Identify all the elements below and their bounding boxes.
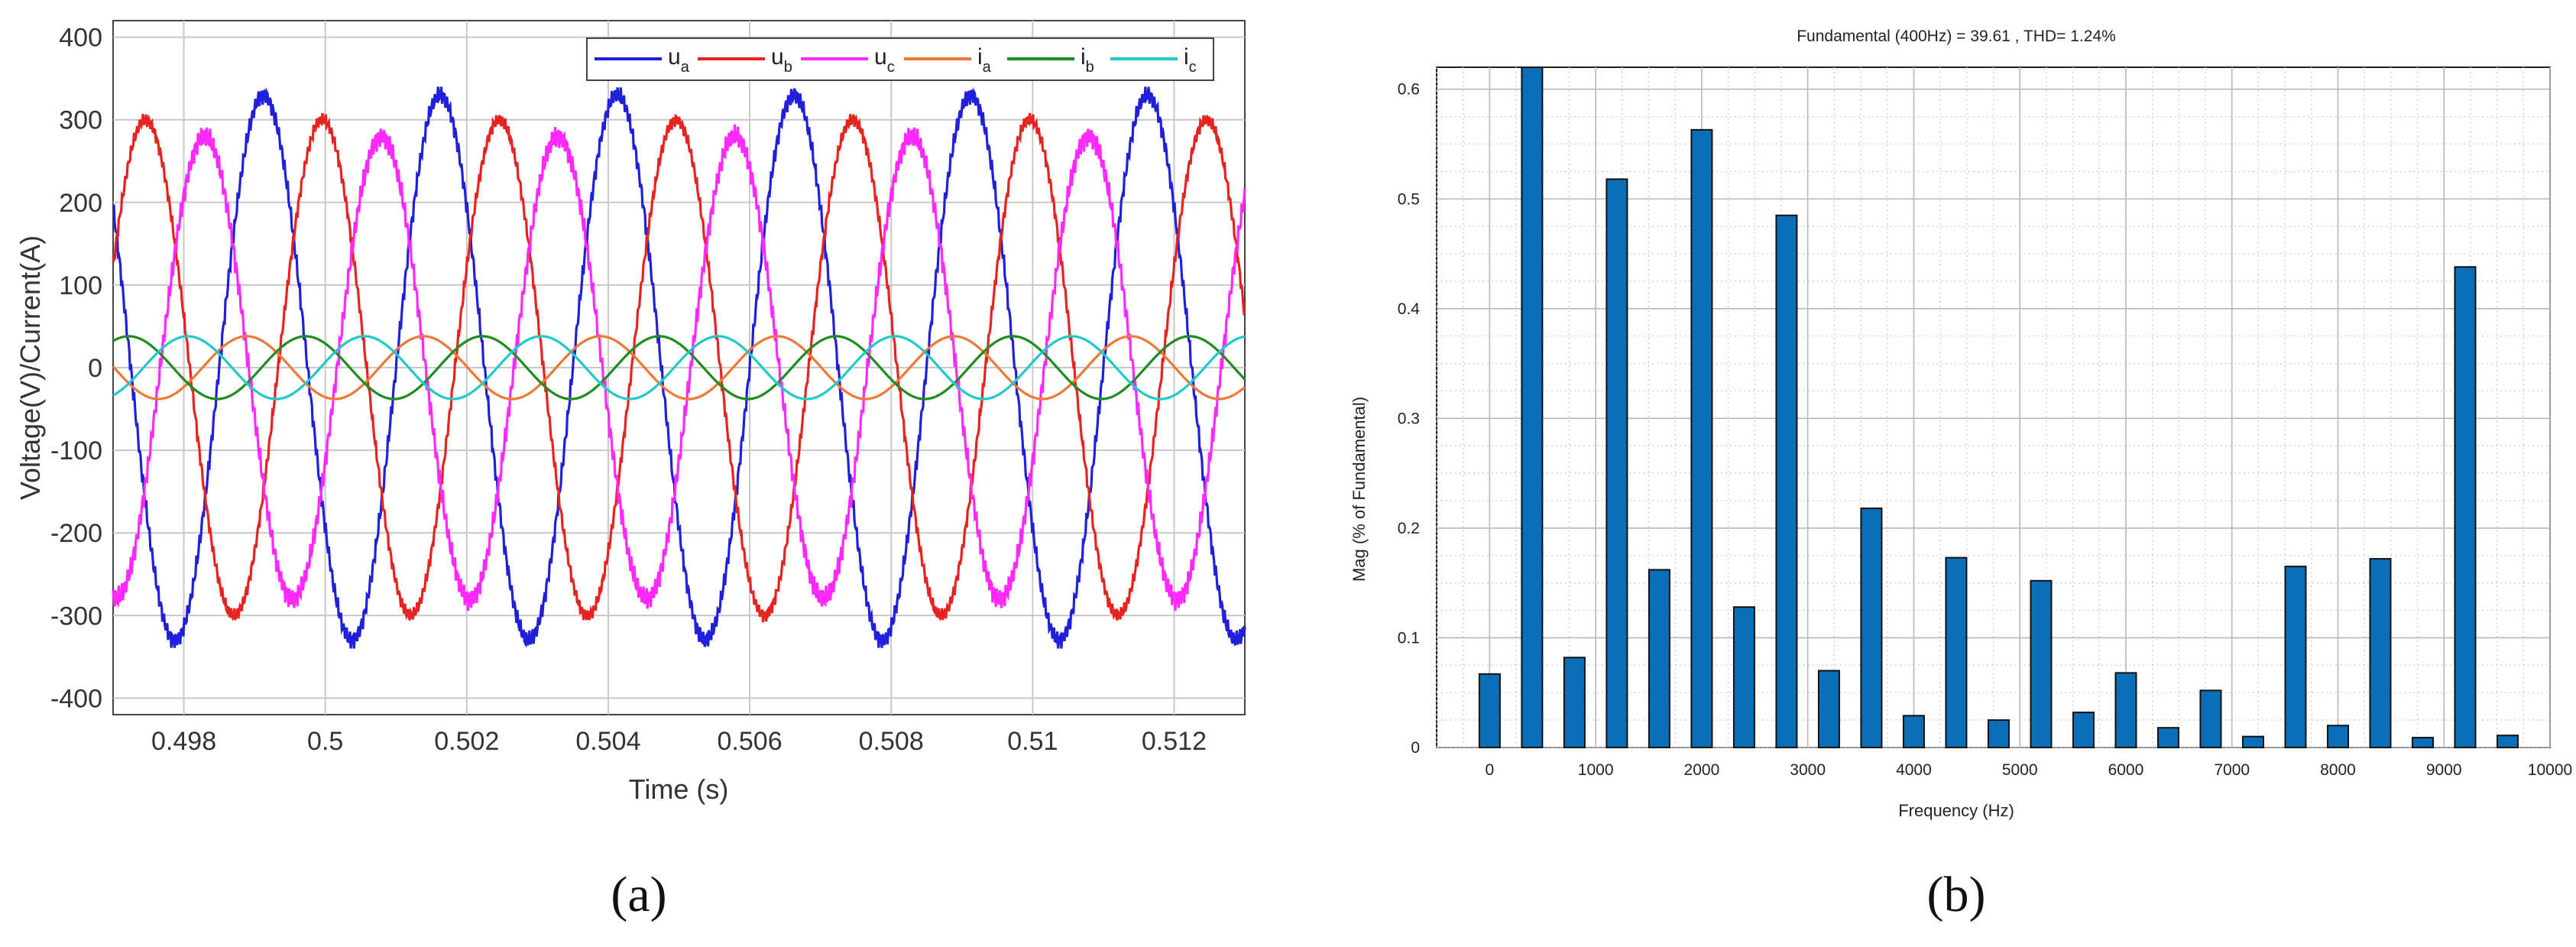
harmonic-bar-800hz [1563, 657, 1586, 749]
panel-b-x-axis-label: Frequency (Hz) [1898, 801, 2014, 820]
series-line-ua [112, 86, 1246, 649]
panel-b-x-tick-label: 9000 [2426, 761, 2462, 779]
panel-a-legend: ua ub uc ia ib ic [586, 37, 1214, 81]
panel-a-x-tick-label: 0.508 [859, 727, 924, 756]
harmonic-bar-5200hz [2030, 579, 2053, 748]
panel-b-x-tick-label: 3000 [1790, 761, 1826, 779]
harmonic-bar-9200hz [2454, 266, 2477, 748]
harmonic-bar-8400hz [2369, 558, 2392, 749]
harmonic-bar-9600hz [2496, 735, 2519, 748]
harmonic-bar-2400hz [1732, 606, 1755, 748]
series-line-ib [112, 335, 1246, 401]
panel-a-y-tick-labels: -400 -300 -200 -100 0 100 200 300 400 [50, 24, 102, 714]
panel-b-x-tick-label: 0 [1486, 761, 1495, 779]
panel-b-x-tick-label: 2000 [1684, 761, 1720, 779]
harmonic-bar-1600hz [1648, 569, 1670, 748]
panel-b-label: (b) [1927, 867, 1986, 923]
harmonic-bar-8800hz [2411, 737, 2434, 748]
harmonic-bar-3200hz [1817, 670, 1840, 748]
harmonic-bar-4400hz [1945, 556, 1968, 749]
series-line-ia [112, 335, 1246, 401]
panel-a-legend-box [586, 37, 1214, 81]
harmonic-bar-4800hz [1987, 719, 2010, 749]
panel-a-x-tick-label: 0.498 [151, 727, 216, 756]
panel-b-y-tick-label: 0.3 [1398, 410, 1420, 427]
panel-a-y-tick-label: -300 [50, 602, 102, 631]
panel-b-x-tick-label: 1000 [1578, 761, 1614, 779]
harmonic-bar-2800hz [1775, 214, 1798, 748]
panel-b-gridlines [1436, 67, 2551, 748]
series-line-uc [112, 124, 1246, 611]
panel-a-x-tick-label: 0.506 [718, 727, 783, 756]
harmonic-bar-4000hz [1902, 715, 1925, 749]
panel-a-y-tick-label: 400 [59, 24, 102, 53]
harmonic-bar-6000hz [2114, 672, 2137, 748]
harmonic-bar-6800hz [2199, 689, 2222, 749]
harmonic-bar-400hz [1521, 66, 1544, 748]
panel-b-x-tick-label: 6000 [2108, 761, 2144, 779]
harmonic-bar-7200hz [2241, 735, 2264, 748]
panel-b-y-tick-label: 0 [1411, 739, 1420, 757]
panel-b-title: Fundamental (400Hz) = 39.61 , THD= 1.24% [1797, 28, 2116, 45]
harmonic-bar-1200hz [1606, 178, 1628, 748]
panel-a-y-axis-label: Voltage(V)/Current(A) [15, 235, 46, 500]
panel-b-x-tick-label: 8000 [2320, 761, 2356, 779]
panel-b-y-tick-labels: 0 0.1 0.2 0.3 0.4 0.5 0.6 [1398, 81, 1421, 757]
series-line-ic [112, 335, 1246, 401]
panel-a-y-tick-label: 0 [88, 354, 102, 383]
harmonic-bar-3600hz [1860, 508, 1883, 748]
panel-b-harmonic-spectrum: Fundamental (400Hz) = 39.61 , THD= 1.24%… [1350, 28, 2572, 923]
harmonic-bar-7600hz [2284, 566, 2307, 748]
panel-b-y-tick-label: 0.6 [1398, 81, 1420, 99]
panel-b-y-tick-label: 0.5 [1398, 190, 1420, 208]
panel-b-y-tick-label: 0.4 [1398, 300, 1421, 318]
panel-b-x-tick-labels: 0 1000 2000 3000 4000 5000 6000 7000 8000 9000 100… [1486, 761, 2573, 779]
panel-a-y-tick-label: -100 [50, 436, 102, 465]
panel-a-y-tick-label: -400 [50, 684, 102, 713]
panel-b-bars [1478, 66, 2519, 749]
panel-b-y-axis-label: Mag (% of Fundamental) [1350, 397, 1369, 582]
harmonic-bar-5600hz [2072, 712, 2095, 748]
panel-b-x-tick-label: 4000 [1896, 761, 1932, 779]
panel-b-x-tick-label: 5000 [2002, 761, 2038, 779]
panel-a-y-tick-label: 300 [59, 106, 102, 135]
panel-a-y-tick-label: 200 [59, 189, 102, 218]
series-line-ub [112, 112, 1246, 623]
panel-a-x-tick-label: 0.5 [307, 727, 343, 756]
harmonic-bar-6400hz [2156, 727, 2179, 749]
panel-a-label: (a) [611, 867, 666, 923]
panel-a-x-tick-labels: 0.498 0.5 0.502 0.504 0.506 0.508 0.51 0.512 [151, 727, 1207, 756]
panel-b-y-tick-label: 0.1 [1398, 629, 1420, 647]
panel-b-y-tick-label: 0.2 [1398, 520, 1420, 537]
panel-b-x-tick-label: 7000 [2214, 761, 2250, 779]
panel-a-series-lines [112, 86, 1246, 649]
harmonic-bar-2000hz [1690, 128, 1713, 749]
panel-a-y-tick-label: -200 [50, 519, 102, 548]
harmonic-bar-8000hz [2326, 725, 2349, 749]
panel-b-x-tick-label: 10000 [2528, 761, 2572, 779]
panel-a-x-tick-label: 0.512 [1142, 727, 1207, 756]
panel-a-x-axis-label: Time (s) [629, 773, 729, 805]
panel-a-x-tick-label: 0.51 [1007, 727, 1058, 756]
panel-a-x-tick-label: 0.502 [434, 727, 499, 756]
panel-a-x-tick-label: 0.504 [575, 727, 640, 756]
harmonic-bar-0hz [1478, 673, 1501, 748]
panel-a-y-tick-label: 100 [59, 271, 102, 300]
